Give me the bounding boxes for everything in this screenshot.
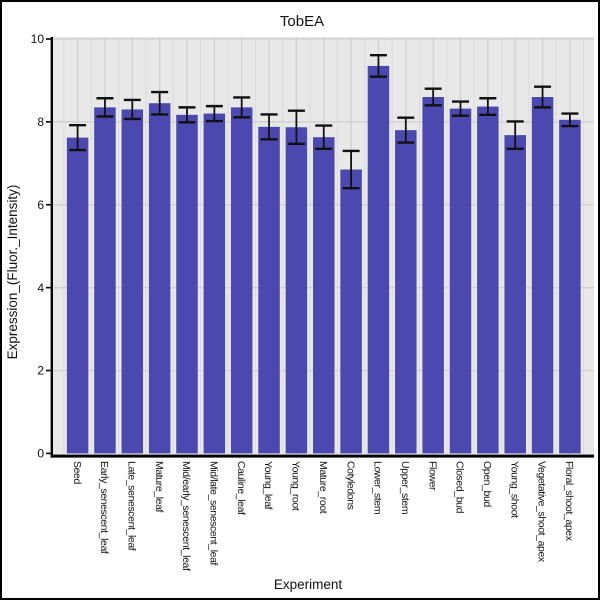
x-tick-label: Early_senescent_leaf [98,461,110,554]
bar [504,135,526,454]
bar [395,130,417,454]
x-tick-label: Mid/early_senescent_leaf [180,461,192,571]
error-bars [69,53,579,190]
x-tick-label: Seed [71,461,83,484]
bar [559,119,581,454]
y-tick-label: 6 [37,198,44,212]
chart-title: TobEA [280,13,324,30]
bar [94,107,116,454]
bar [121,109,144,454]
bars [66,65,581,454]
x-tick-label: Open_bud [481,461,493,507]
x-tick-label: Floral_shoot_apex [563,461,575,542]
bar [285,127,308,454]
x-tick-label: Closed_bud [454,461,466,514]
axes [50,37,595,458]
bar [203,113,226,454]
x-tick-label: Late_senescent_leaf [126,461,138,551]
x-tick-label: Young_shoot [508,461,520,518]
bar [313,137,335,454]
bar [258,126,280,454]
y-axis-label: Expression_(Fluor._Intensity) [5,185,20,360]
bar [422,97,444,454]
x-tick-label: Flower [426,461,438,491]
bar [176,114,198,454]
y-axis-line [50,37,53,458]
x-tick-label: Cauline_leaf [235,461,247,515]
y-tick-label: 2 [37,364,44,378]
bar [367,65,390,454]
x-tick-label: Mature_leaf [153,461,165,513]
x-tick-label: Young_leaf [262,461,274,510]
bar [477,106,499,454]
minor-gridlines [63,37,585,455]
x-axis-line [50,454,595,458]
x-tick-label: Vegetative_shoot_apex [536,461,548,563]
x-tick-labels: Seed Early_senescent_leaf Late_senescent_l… [71,461,575,571]
y-tick-label: 8 [37,115,44,129]
x-tick-label: Young_root [290,461,302,511]
bar [531,97,554,454]
y-tick-labels: 0 2 4 6 8 10 [31,32,51,461]
bar [66,137,89,454]
x-tick-label: Mature_root [317,461,329,514]
bar [449,108,472,454]
y-tick-label: 0 [37,447,44,461]
bar [340,169,362,454]
y-tick-label: 10 [31,32,45,46]
bar [148,103,171,454]
x-tick-label: Cotyledons [344,461,356,510]
x-tick-label: Mid/late_senescent_leaf [208,461,220,566]
bar [230,107,253,454]
y-tick-label: 4 [37,281,44,295]
x-tick-label: Lower_stem [372,461,384,515]
x-tick-label: Upper_stem [399,461,411,515]
x-axis-label: Experiment [274,577,343,592]
